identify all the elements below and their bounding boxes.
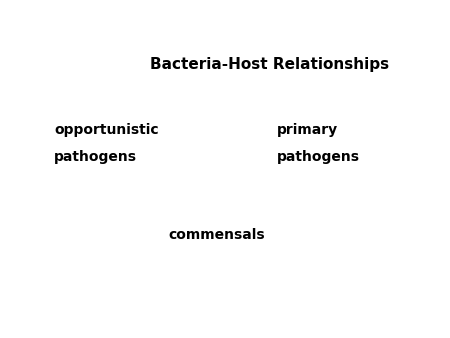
Text: Bacteria-Host Relationships: Bacteria-Host Relationships (150, 57, 390, 72)
Text: pathogens: pathogens (277, 150, 360, 164)
Text: opportunistic: opportunistic (54, 123, 158, 137)
Text: commensals: commensals (169, 228, 266, 242)
Text: pathogens: pathogens (54, 150, 137, 164)
Text: primary: primary (277, 123, 338, 137)
